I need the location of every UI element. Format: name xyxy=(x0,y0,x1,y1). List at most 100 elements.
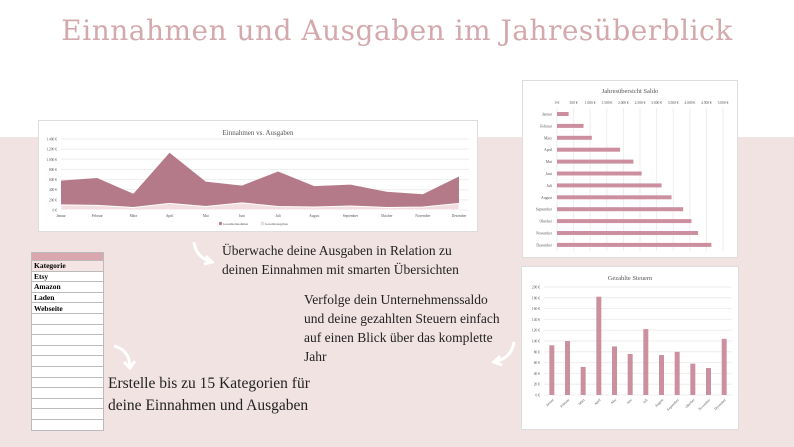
x-tick-label: September xyxy=(666,397,680,411)
y-tick-label: Januar xyxy=(542,113,553,117)
bar xyxy=(690,363,696,395)
table-cell[interactable] xyxy=(31,408,104,420)
x-tick-label: Januar xyxy=(56,214,66,218)
x-tick-label: 4.000 € xyxy=(684,101,695,105)
table-header: Kategorie xyxy=(31,260,104,272)
bar xyxy=(643,329,649,395)
area-series-1 xyxy=(60,202,460,211)
x-tick-label: Oktober xyxy=(684,397,696,409)
table-cell[interactable] xyxy=(31,387,104,399)
text-line: Jahr xyxy=(304,349,327,364)
legend-swatch xyxy=(218,221,223,226)
x-tick-label: Mai xyxy=(610,398,617,405)
x-tick-label: Oktober xyxy=(381,214,394,218)
text-line: Überwache deine Ausgaben in Relation zu xyxy=(222,243,452,258)
table-cell[interactable]: Webseite xyxy=(31,302,104,314)
text-monitor-expenses: Überwache deine Ausgaben in Relation zu d… xyxy=(222,241,459,279)
y-tick-label: August xyxy=(541,196,553,200)
tax-chart-panel: Gezahlte Steuern 0 € 20 € 40 € 60 € 80 € 100 €… xyxy=(521,266,739,430)
y-tick-label: 100 € xyxy=(532,340,540,344)
x-tick-label: Juni xyxy=(239,214,245,218)
legend-label: Gesamteinnahmen xyxy=(223,222,249,226)
table-cell[interactable] xyxy=(31,334,104,346)
bar xyxy=(557,183,662,188)
chart-title: Jahresübersicht Saldo xyxy=(602,88,659,95)
table-cell[interactable] xyxy=(31,418,104,431)
bar xyxy=(721,338,727,395)
x-tick-label: 1.000 € xyxy=(585,101,596,105)
chart-title: Einnahmen vs. Ausgaben xyxy=(223,129,294,137)
y-tick-label: 1.000 € xyxy=(46,158,57,162)
y-tick-label: Juli xyxy=(547,184,553,188)
bar xyxy=(674,351,680,395)
y-tick-label: 800 € xyxy=(49,168,57,172)
bar xyxy=(557,171,642,176)
table-cell[interactable]: Amazon xyxy=(31,281,104,293)
page-title: Einnahmen und Ausgaben im Jahresüberblic… xyxy=(61,14,733,47)
x-tick-label: 500 € xyxy=(570,101,578,105)
x-tick-label: Juni xyxy=(626,398,633,405)
x-tick-label: 0 € xyxy=(555,101,560,105)
y-tick-label: 600 € xyxy=(49,178,57,182)
table-cell[interactable]: Etsy xyxy=(31,270,104,283)
table-cell[interactable] xyxy=(31,365,104,378)
y-tick-label: 40 € xyxy=(534,372,540,376)
text-line: Verfolge dein Unternehmenssaldo xyxy=(304,292,488,307)
bar xyxy=(627,353,633,395)
saldo-chart: Jahresübersicht Saldo 0 € 500 € 1.000 € 1.50… xyxy=(536,88,729,251)
y-tick-label: 400 € xyxy=(49,188,57,192)
x-tick-label: März xyxy=(578,398,586,406)
bar xyxy=(557,242,712,247)
bar xyxy=(557,231,699,235)
x-tick-label: August xyxy=(309,214,319,218)
y-tick-label: 1.200 € xyxy=(46,148,57,152)
x-tick-label: Februar xyxy=(92,214,104,218)
x-tick-label: November xyxy=(415,214,431,218)
x-tick-label: Januar xyxy=(545,397,555,407)
x-tick-label: 2.500 € xyxy=(635,101,646,105)
y-tick-label: 180 € xyxy=(532,296,540,300)
table-cell[interactable] xyxy=(31,323,104,336)
x-tick-label: Juli xyxy=(275,214,280,218)
y-tick-label: April xyxy=(544,148,552,152)
text-categories: Erstelle bis zu 15 Kategorien für deine E… xyxy=(108,373,310,417)
x-tick-label: Dezember xyxy=(452,214,468,218)
y-tick-label: Dezember xyxy=(536,243,552,247)
y-tick-label: September xyxy=(536,208,553,212)
bar xyxy=(580,366,586,395)
x-tick-label: August xyxy=(654,398,664,408)
x-tick-label: 3.500 € xyxy=(668,101,679,105)
x-tick-label: Juli xyxy=(642,398,649,405)
legend-swatch xyxy=(260,221,265,226)
table-cell[interactable] xyxy=(31,376,104,389)
saldo-chart-panel: Jahresübersicht Saldo 0 € 500 € 1.000 € 1.50… xyxy=(522,80,738,258)
table-cell[interactable] xyxy=(31,397,104,410)
bar xyxy=(596,296,602,395)
text-line: deine Einnahmen und Ausgaben xyxy=(108,397,309,414)
bar xyxy=(612,346,617,395)
x-tick-label: Mai xyxy=(203,214,209,218)
text-line: und deine gezahlten Steuern einfach xyxy=(304,311,500,326)
y-tick-label: November xyxy=(536,232,553,236)
table-top-bar xyxy=(31,252,104,261)
y-tick-label: 140 € xyxy=(532,318,540,322)
x-tick-label: April xyxy=(593,398,601,406)
text-line: auf einen Blick über das komplette xyxy=(304,330,493,345)
bar xyxy=(557,219,692,224)
y-tick-label: Mai xyxy=(546,160,552,164)
arrow-icon xyxy=(491,341,516,367)
x-tick-label: 5.000 € xyxy=(718,101,729,105)
table-cell[interactable] xyxy=(31,355,104,367)
y-tick-label: Februar xyxy=(540,124,553,128)
y-tick-label: 0 € xyxy=(536,394,541,398)
x-tick-label: November xyxy=(698,397,712,411)
text-line: Erstelle bis zu 15 Kategorien für xyxy=(108,375,310,392)
table-cell[interactable] xyxy=(31,344,104,357)
y-tick-label: 0 € xyxy=(53,209,58,213)
table-cell[interactable]: Laden xyxy=(31,291,104,304)
bar xyxy=(549,345,555,395)
bar xyxy=(557,112,569,116)
y-tick-label: Oktober xyxy=(540,220,553,224)
category-table: Kategorie Etsy Amazon Laden Webseite xyxy=(31,252,104,431)
table-cell[interactable] xyxy=(31,312,104,325)
